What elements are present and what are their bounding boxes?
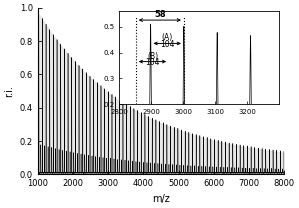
Y-axis label: r.i.: r.i. [4,85,14,97]
X-axis label: m/z: m/z [152,194,170,204]
